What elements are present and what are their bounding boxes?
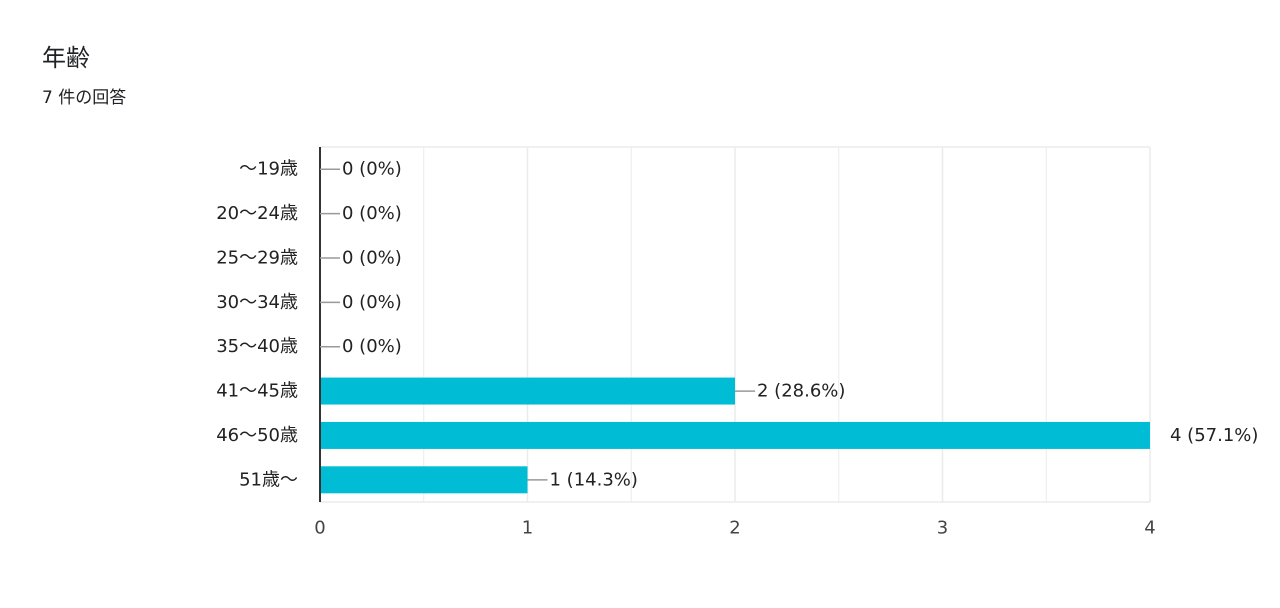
x-tick-label: 4 [1144,518,1155,539]
data-label: 0 (0%) [342,159,402,180]
data-label: 0 (0%) [342,292,402,313]
category-label: 41～45歳 [216,381,298,402]
bar [320,377,735,405]
question-title: 年齢 [42,44,90,72]
x-tick-label: 1 [522,518,533,539]
data-label: 4 (57.1%) [1170,425,1258,446]
bar [320,421,1150,449]
category-label: 51歳～ [239,469,298,490]
data-label: 0 (0%) [342,203,402,224]
category-label: 30～34歳 [216,292,298,313]
x-tick-label: 3 [937,518,948,539]
x-tick-label: 0 [314,518,325,539]
axes: 0 1 2 3 4 [314,147,1156,539]
category-label: 20～24歳 [216,203,298,224]
bars [320,377,1150,494]
category-label: 46～50歳 [216,425,298,446]
response-count: 7 件の回答 [42,88,127,108]
data-label: 0 (0%) [342,247,402,268]
bar [320,466,528,494]
data-label: 2 (28.6%) [757,381,845,402]
x-tick-label: 2 [729,518,740,539]
data-label: 1 (14.3%) [550,469,638,490]
category-label: ～19歳 [239,159,298,180]
data-label: 0 (0%) [342,336,402,357]
labels: ～19歳 0 (0%) 20～24歳 0 (0%) 25～29歳 0 (0%) 30～34歳… [216,159,1258,491]
category-label: 35～40歳 [216,336,298,357]
category-label: 25～29歳 [216,247,298,268]
